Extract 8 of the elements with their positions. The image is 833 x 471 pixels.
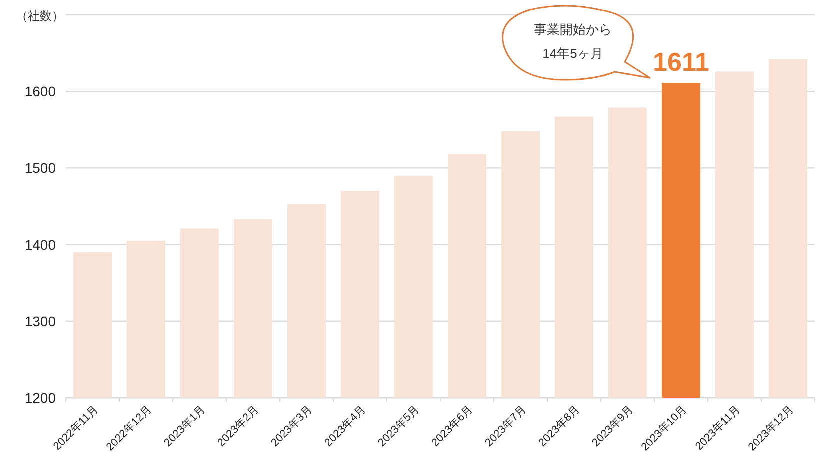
y-tick-label: 1500 (24, 160, 56, 176)
y-tick-label: 1300 (24, 313, 56, 330)
y-tick-label: 1400 (24, 236, 56, 253)
y-axis-title: （社数） (16, 9, 64, 23)
y-tick-label: 1600 (24, 84, 56, 100)
annotation: 事業開始から 14年5ヶ月 (534, 22, 612, 61)
data-label: 1611 (653, 47, 710, 78)
y-tick-label: 1200 (24, 390, 56, 406)
